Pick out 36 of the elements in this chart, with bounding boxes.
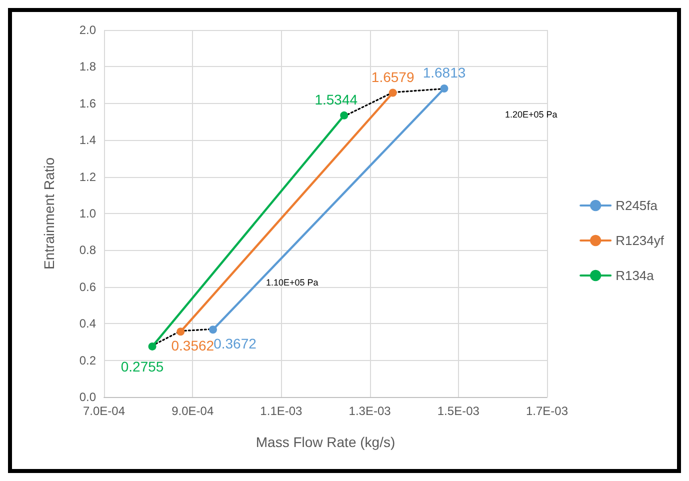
x-tick-label: 1.3E-03: [348, 404, 392, 418]
annotation: 1.20E+05 Pa: [505, 110, 558, 120]
x-tick-label: 1.5E-03: [437, 404, 480, 418]
y-axis-title: Entrainment Ratio: [41, 157, 57, 270]
y-tick-label: 1.8: [79, 60, 96, 74]
data-label: 0.2755: [120, 358, 164, 374]
legend-label: R245fa: [616, 198, 658, 213]
data-label: 0.3672: [214, 336, 257, 352]
legend-label: R1234yf: [616, 233, 664, 248]
point: [340, 111, 348, 120]
x-tick-label: 1.1E-03: [260, 404, 303, 418]
data-label: 0.3562: [171, 338, 214, 354]
x-tick-label: 7.0E-04: [82, 404, 126, 418]
y-tick-label: 1.0: [79, 206, 96, 220]
y-tick-label: 0.0: [79, 390, 96, 404]
data-label: 1.5344: [314, 91, 358, 108]
legend-label: R134a: [616, 268, 655, 283]
y-tick-label: 1.6: [79, 96, 96, 110]
x-tick-label: 9.0E-04: [172, 404, 214, 418]
y-tick-label: 0.2: [79, 353, 96, 368]
y-tick-label: 0.8: [79, 243, 96, 258]
y-tick-label: 2.0: [79, 23, 96, 37]
x-tick-label: 1.7E-03: [526, 404, 568, 418]
data-label: 1.6813: [422, 64, 466, 80]
annotation: 1.10E+05 Pa: [266, 278, 318, 288]
data-label: 1.6579: [371, 68, 414, 85]
point: [388, 88, 397, 97]
x-axis-title: Mass Flow Rate (kg/s): [256, 434, 396, 450]
y-tick-label: 0.4: [79, 316, 96, 331]
y-tick-label: 0.6: [79, 280, 96, 294]
y-tick-label: 1.2: [79, 170, 96, 184]
point: [176, 328, 185, 336]
y-tick-label: 1.4: [79, 133, 96, 148]
point: [440, 84, 448, 92]
point: [148, 342, 156, 350]
point: [208, 326, 217, 334]
